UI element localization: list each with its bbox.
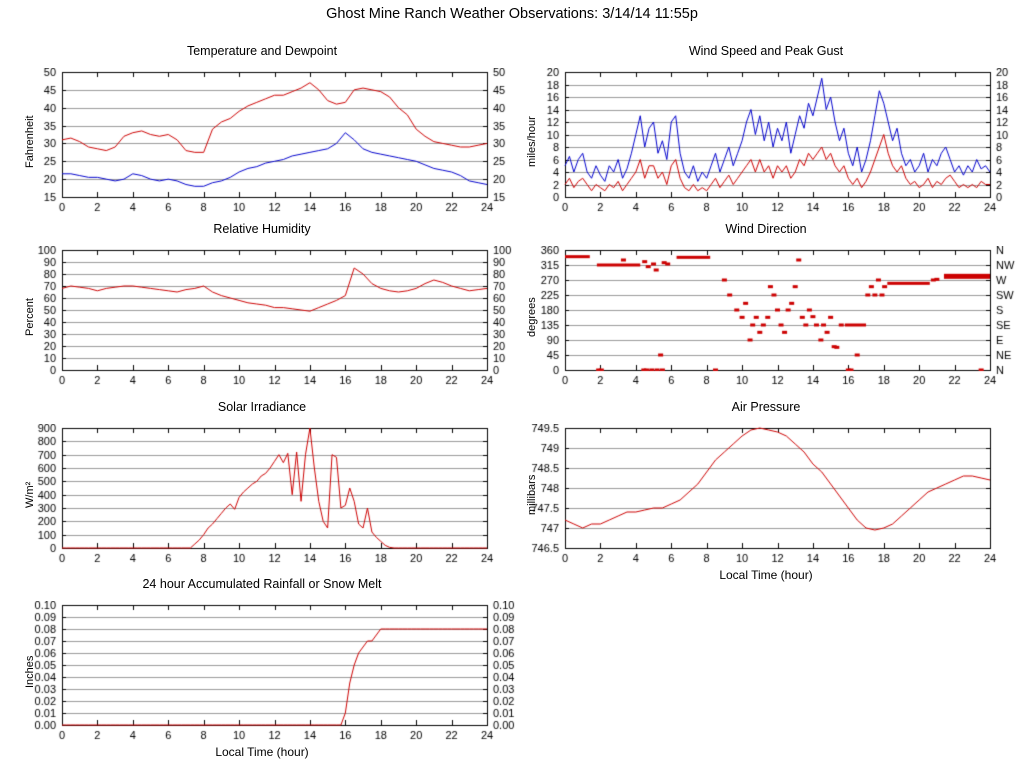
chart-title: Air Pressure xyxy=(731,400,801,414)
chart-title: Wind Speed and Peak Gust xyxy=(688,44,844,58)
wind-direction-plot xyxy=(508,246,1024,388)
chart-wind-speed-gust: Wind Speed and Peak Gust miles/hour xyxy=(508,40,1024,218)
page-title: Ghost Mine Ranch Weather Observations: 3… xyxy=(326,6,698,22)
chart-solar-irradiance: Solar Irradiance W/m² xyxy=(6,396,518,588)
air-pressure-plot xyxy=(508,424,1024,566)
x-axis-label: Local Time (hour) xyxy=(719,568,813,582)
rainfall-plot xyxy=(6,601,518,743)
chart-title: Relative Humidity xyxy=(213,222,311,236)
x-axis-label: Local Time (hour) xyxy=(215,745,309,759)
chart-title: Wind Direction xyxy=(725,222,807,236)
wind-speed-gust-plot xyxy=(508,68,1024,215)
chart-air-pressure: Air Pressure millibars Local Time (hour) xyxy=(508,396,1024,588)
relative-humidity-plot xyxy=(6,246,518,388)
chart-wind-direction: Wind Direction degrees xyxy=(508,218,1024,391)
chart-temperature-dewpoint: Temperature and Dewpoint Fahrenheit xyxy=(6,40,518,218)
temperature-dewpoint-plot xyxy=(6,68,518,215)
chart-title: Solar Irradiance xyxy=(217,400,307,414)
chart-title: 24 hour Accumulated Rainfall or Snow Mel… xyxy=(142,577,382,591)
chart-rainfall: 24 hour Accumulated Rainfall or Snow Mel… xyxy=(6,573,518,765)
chart-title: Temperature and Dewpoint xyxy=(186,44,338,58)
solar-irradiance-plot xyxy=(6,424,518,566)
chart-relative-humidity: Relative Humidity Percent xyxy=(6,218,518,391)
